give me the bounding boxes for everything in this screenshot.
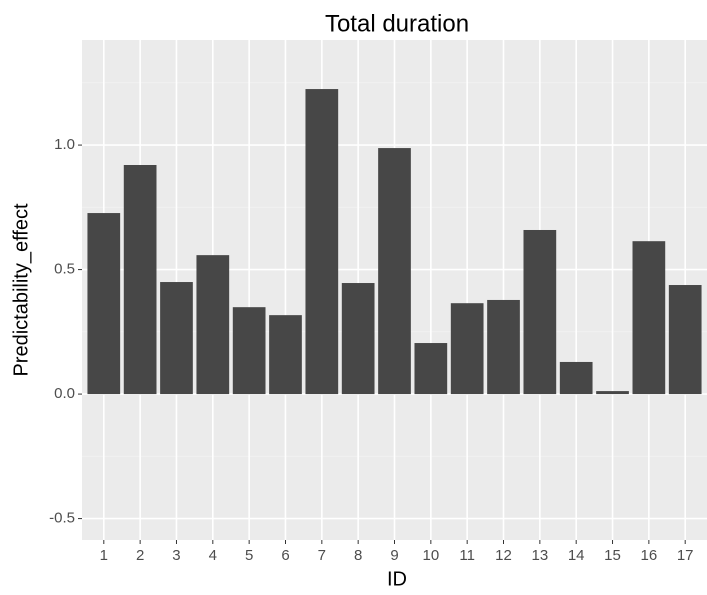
y-axis-title: Predictability_effect	[10, 203, 32, 377]
bar	[414, 343, 448, 395]
bar	[123, 165, 157, 395]
bar	[632, 241, 666, 395]
bar	[305, 89, 339, 395]
bar	[160, 282, 193, 395]
x-tick-label: 11	[459, 547, 475, 564]
x-tick-label: 15	[604, 547, 621, 564]
bar	[196, 255, 230, 395]
x-tick-label: 7	[318, 547, 326, 564]
y-tick-label: 1.0	[54, 136, 75, 153]
bar	[523, 229, 557, 395]
bar	[487, 299, 520, 395]
x-tick-label: 6	[281, 547, 289, 564]
x-tick-label: 2	[136, 547, 144, 564]
bar	[232, 307, 266, 395]
bar	[596, 391, 629, 395]
y-tick-label: -0.5	[49, 510, 75, 527]
bar	[559, 361, 593, 395]
bar	[269, 315, 302, 395]
x-tick-label: 4	[209, 547, 217, 564]
bar	[668, 285, 702, 395]
y-tick-label: 0.0	[54, 385, 75, 402]
x-tick-label: 9	[390, 547, 398, 564]
x-tick-label: 10	[422, 547, 439, 564]
bar	[87, 213, 121, 395]
x-tick-label: 12	[495, 547, 512, 564]
x-tick-label: 16	[641, 547, 658, 564]
x-axis-title: ID	[387, 568, 407, 590]
bar	[450, 303, 484, 395]
chart-title: Total duration	[325, 10, 469, 37]
x-tick-label: 13	[532, 547, 549, 564]
x-tick-label: 1	[100, 547, 108, 564]
bar	[341, 283, 375, 395]
x-tick-label: 5	[245, 547, 253, 564]
x-tick-label: 8	[354, 547, 362, 564]
y-tick-label: 0.5	[54, 261, 75, 278]
x-tick-label: 14	[568, 547, 585, 564]
x-tick-label: 17	[677, 547, 694, 564]
x-tick-label: 3	[172, 547, 180, 564]
bar	[378, 148, 411, 395]
